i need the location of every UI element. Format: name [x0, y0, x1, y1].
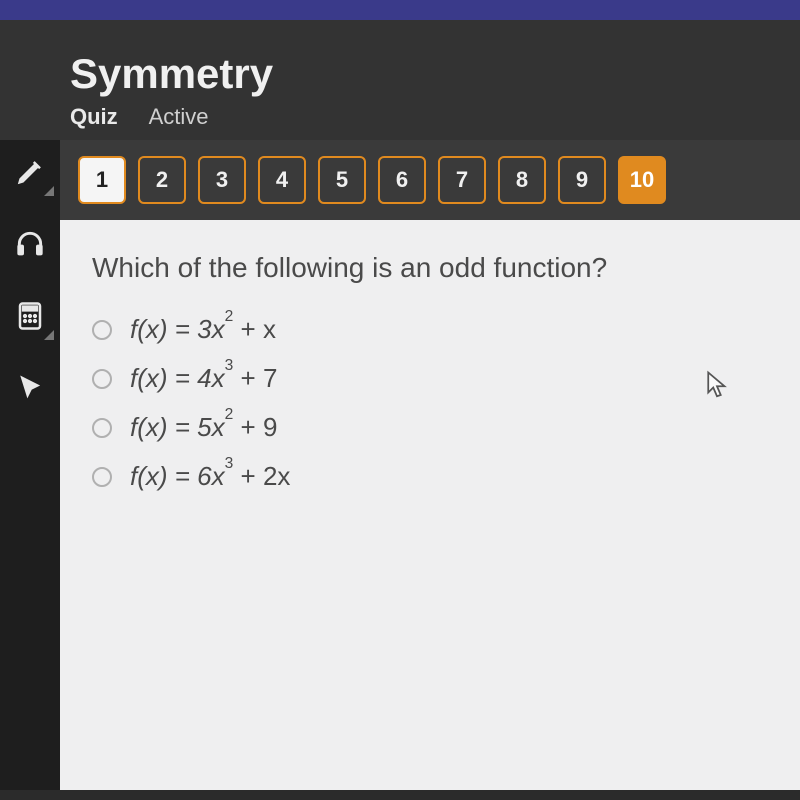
option-d-text: f(x) = 6x3 + 2x — [130, 461, 290, 492]
label-active: Active — [149, 104, 209, 129]
question-panel: Which of the following is an odd functio… — [60, 220, 800, 790]
radio-icon — [92, 418, 112, 438]
pencil-icon — [15, 157, 45, 187]
pencil-tool[interactable] — [8, 150, 52, 194]
qnav-2[interactable]: 2 — [138, 156, 186, 204]
option-b-text: f(x) = 4x3 + 7 — [130, 363, 277, 394]
tool-sidebar — [0, 140, 60, 790]
quiz-header: Symmetry Quiz Active — [0, 20, 800, 140]
qnav-7[interactable]: 7 — [438, 156, 486, 204]
calculator-tool[interactable] — [8, 294, 52, 338]
pointer-icon — [15, 373, 45, 403]
qnav-9[interactable]: 9 — [558, 156, 606, 204]
option-c[interactable]: f(x) = 5x2 + 9 — [92, 412, 768, 443]
option-a-text: f(x) = 3x2 + x — [130, 314, 276, 345]
option-c-text: f(x) = 5x2 + 9 — [130, 412, 277, 443]
qnav-6[interactable]: 6 — [378, 156, 426, 204]
option-d[interactable]: f(x) = 6x3 + 2x — [92, 461, 768, 492]
page-title: Symmetry — [70, 50, 800, 98]
expand-corner-icon — [44, 330, 54, 340]
radio-icon — [92, 467, 112, 487]
mouse-cursor-icon — [704, 370, 730, 405]
qnav-5[interactable]: 5 — [318, 156, 366, 204]
expand-corner-icon — [44, 186, 54, 196]
qnav-8[interactable]: 8 — [498, 156, 546, 204]
audio-tool[interactable] — [8, 222, 52, 266]
pointer-tool[interactable] — [8, 366, 52, 410]
radio-icon — [92, 320, 112, 340]
qnav-10[interactable]: 10 — [618, 156, 666, 204]
calculator-icon — [15, 301, 45, 331]
window-topbar — [0, 0, 800, 20]
qnav-1[interactable]: 1 — [78, 156, 126, 204]
headphones-icon — [14, 228, 46, 260]
label-quiz: Quiz — [70, 104, 118, 129]
option-b[interactable]: f(x) = 4x3 + 7 — [92, 363, 768, 394]
question-nav: 1 2 3 4 5 6 7 8 9 10 — [60, 140, 800, 220]
page-subtitle: Quiz Active — [70, 104, 800, 130]
question-text: Which of the following is an odd functio… — [92, 252, 768, 284]
qnav-3[interactable]: 3 — [198, 156, 246, 204]
radio-icon — [92, 369, 112, 389]
qnav-4[interactable]: 4 — [258, 156, 306, 204]
option-a[interactable]: f(x) = 3x2 + x — [92, 314, 768, 345]
